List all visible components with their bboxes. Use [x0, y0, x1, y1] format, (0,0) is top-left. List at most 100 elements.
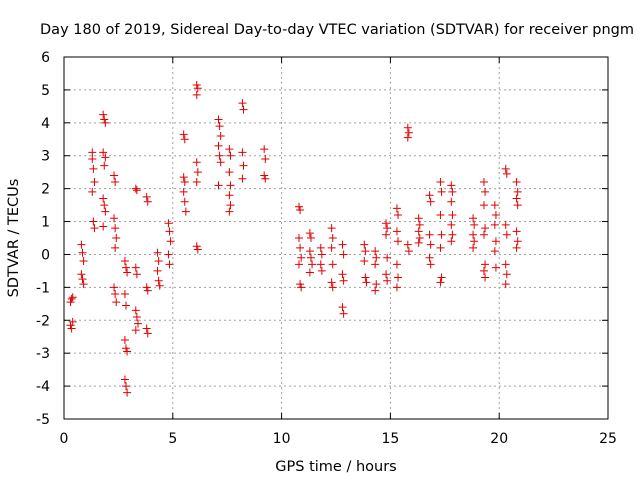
data-point [193, 168, 202, 177]
data-point [447, 181, 456, 190]
data-point [383, 224, 392, 233]
data-point [383, 276, 392, 285]
data-point [122, 301, 131, 310]
data-point [225, 168, 234, 177]
data-point [470, 237, 479, 246]
data-point [501, 280, 510, 289]
data-point [123, 268, 132, 277]
data-point [155, 281, 164, 290]
data-point [339, 309, 348, 318]
data-point [437, 273, 446, 282]
data-point [415, 234, 424, 242]
data-point [215, 151, 224, 160]
data-point [479, 178, 488, 187]
data-point [371, 247, 380, 256]
data-point [501, 164, 510, 173]
plot-frame [63, 56, 609, 420]
data-point [296, 243, 305, 252]
data-point [295, 260, 304, 269]
data-point [132, 270, 141, 279]
data-point [193, 245, 202, 254]
data-point [305, 247, 314, 256]
data-point [120, 336, 129, 345]
data-point [225, 207, 234, 216]
data-point [448, 187, 457, 196]
data-point [260, 145, 269, 154]
data-point [426, 260, 435, 269]
data-point [239, 105, 248, 114]
data-point [392, 283, 401, 292]
x-axis-title: GPS time / hours [275, 459, 396, 475]
data-point [261, 155, 270, 164]
data-point [112, 234, 121, 242]
data-point [122, 344, 131, 353]
data-point [295, 202, 304, 211]
data-point [216, 131, 225, 140]
data-point [89, 164, 98, 173]
data-point [372, 253, 381, 262]
data-point [131, 263, 140, 272]
y-tick-label: 2 [41, 182, 50, 198]
data-point [260, 171, 269, 180]
data-point [392, 204, 401, 213]
data-point [90, 178, 99, 187]
data-point [166, 237, 175, 246]
data-point [436, 210, 445, 219]
data-point [153, 248, 162, 257]
data-point [382, 219, 391, 228]
data-point [394, 273, 403, 282]
data-point [479, 201, 488, 210]
data-point [297, 283, 306, 292]
data-point [394, 237, 403, 246]
data-point [142, 324, 151, 333]
data-point [512, 243, 521, 252]
data-point [404, 247, 413, 256]
data-point [512, 194, 521, 203]
data-point [78, 248, 87, 257]
data-point [100, 161, 109, 170]
data-point [306, 234, 315, 242]
data-point [426, 240, 435, 249]
data-point [226, 181, 235, 190]
x-tick-label: 25 [599, 431, 617, 447]
data-point [512, 227, 521, 236]
data-point [447, 237, 456, 246]
data-point [502, 230, 511, 239]
data-point [447, 197, 456, 206]
data-point [436, 278, 445, 287]
data-point [79, 257, 88, 266]
data-point [179, 187, 188, 196]
data-point [501, 220, 510, 229]
data-point [481, 273, 490, 282]
data-point [261, 174, 270, 183]
data-point [297, 253, 306, 262]
data-point [338, 240, 347, 249]
data-point [226, 151, 235, 160]
data-point [436, 178, 445, 187]
data-point [131, 184, 140, 193]
data-point [360, 240, 369, 249]
data-point [132, 312, 141, 321]
data-point [448, 210, 457, 219]
data-point [67, 324, 76, 333]
data-point [101, 153, 110, 162]
data-point [491, 237, 500, 246]
data-point [481, 260, 490, 269]
data-point [469, 230, 478, 239]
data-point [100, 115, 109, 124]
data-point [328, 234, 337, 242]
data-point [425, 253, 434, 262]
data-point [327, 243, 336, 252]
data-point [490, 201, 499, 210]
data-point [437, 187, 446, 196]
data-point [111, 178, 120, 187]
data-point [479, 266, 488, 275]
data-points [66, 80, 522, 397]
data-point [403, 240, 412, 249]
y-tick-label: -2 [36, 313, 50, 329]
data-point [78, 275, 87, 284]
data-point [100, 201, 109, 210]
data-point [77, 240, 86, 249]
data-point [120, 257, 129, 266]
data-point [120, 375, 129, 384]
